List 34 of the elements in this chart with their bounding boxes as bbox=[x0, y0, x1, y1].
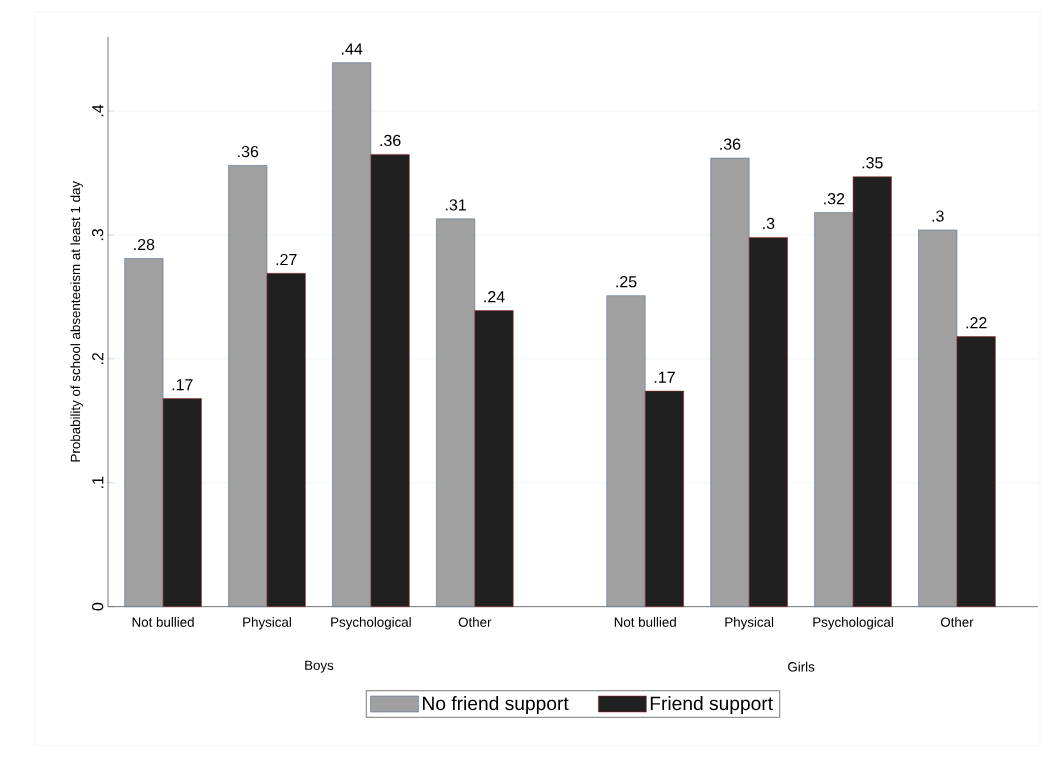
legend-label: No friend support bbox=[423, 695, 569, 714]
data-label: .32 bbox=[824, 192, 845, 205]
text: Boys bbox=[305, 660, 334, 673]
y-tick-label: .3 bbox=[91, 228, 104, 240]
data-label: .25 bbox=[616, 275, 637, 288]
data-label: .17 bbox=[172, 379, 193, 391]
y-tick-label: .2 bbox=[92, 352, 104, 364]
x-tick-label: Not bullied bbox=[132, 616, 194, 627]
data-label: .36 bbox=[720, 138, 741, 150]
data-label: .36 bbox=[380, 134, 401, 146]
data-label: .28 bbox=[134, 238, 155, 251]
data-label: .31 bbox=[445, 199, 466, 211]
x-tick-label: Other bbox=[458, 616, 492, 627]
data-label: .36 bbox=[238, 145, 259, 158]
x-tick-label: Psychological bbox=[331, 616, 411, 630]
x-tick-label: Not bullied bbox=[614, 616, 676, 627]
y-tick-label: 0 bbox=[91, 602, 104, 611]
data-label: .24 bbox=[484, 290, 505, 303]
y-tick-label: .4 bbox=[92, 104, 104, 117]
legend-label: Friend support bbox=[650, 695, 773, 714]
data-label: .17 bbox=[654, 371, 675, 383]
data-label: .35 bbox=[862, 156, 883, 169]
data-label: .3 bbox=[932, 210, 944, 222]
text: Girls bbox=[788, 661, 815, 672]
x-tick-label: Psychological bbox=[813, 616, 893, 630]
data-label: .3 bbox=[763, 217, 775, 229]
x-tick-label: Physical bbox=[243, 616, 291, 630]
data-label: .27 bbox=[276, 253, 297, 265]
x-tick-label: Physical bbox=[725, 616, 774, 630]
data-label: .22 bbox=[966, 316, 987, 329]
x-tick-label: Other bbox=[940, 616, 974, 627]
y-axis-title: Probability of school absenteeism at least 1 day bbox=[70, 180, 83, 462]
y-tick-label: .1 bbox=[92, 476, 104, 488]
data-label: .44 bbox=[342, 43, 363, 55]
